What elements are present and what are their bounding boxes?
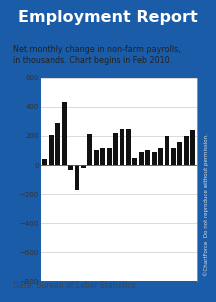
Bar [126,129,131,165]
Bar [107,148,112,165]
Bar [120,129,124,165]
Text: Employment Report: Employment Report [18,10,198,25]
Text: ©ChartForce  Do not reproduce without permission.: ©ChartForce Do not reproduce without per… [203,133,209,276]
Bar [178,143,182,165]
Bar [139,152,144,165]
Bar [132,158,137,165]
Text: Net monthly change in non-farm payrolls,
in thousands. Chart begins in Feb 2010.: Net monthly change in non-farm payrolls,… [13,45,181,65]
Bar [184,136,189,165]
Bar [152,152,157,165]
Bar [113,133,118,165]
Bar [43,159,47,165]
Bar [81,165,86,168]
Bar [100,148,105,165]
Bar [190,130,195,165]
Bar [158,148,163,165]
Bar [94,150,99,165]
Bar [55,123,60,165]
Bar [49,135,54,165]
Bar [75,165,79,191]
Bar [165,136,169,165]
Bar [171,148,176,165]
Bar [68,165,73,170]
Bar [145,150,150,165]
Text: Data: Bureau of Labor Statistics: Data: Bureau of Labor Statistics [13,281,136,291]
Bar [87,134,92,165]
Bar [62,102,67,165]
